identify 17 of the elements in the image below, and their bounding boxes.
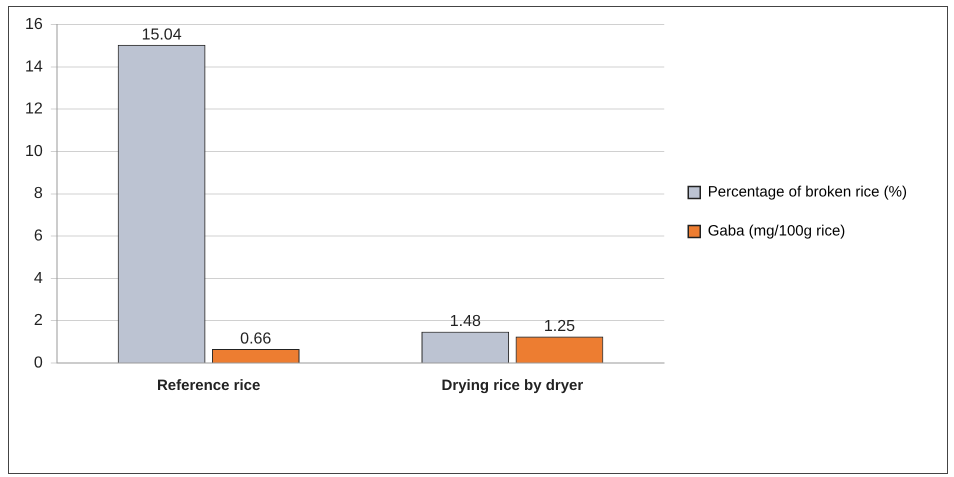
y-tick-label: 16 <box>25 16 43 34</box>
data-label: 15.04 <box>142 26 182 44</box>
y-tick-label: 8 <box>34 185 43 202</box>
y-tick-label: 6 <box>34 228 43 245</box>
y-tick-label: 14 <box>25 58 43 76</box>
data-label: 1.25 <box>544 318 576 335</box>
data-label: 1.48 <box>450 313 481 330</box>
data-label: 0.66 <box>240 330 272 348</box>
y-tick-label: 12 <box>25 100 43 118</box>
y-tick-label: 10 <box>25 142 43 160</box>
x-tick-label: Reference rice <box>156 377 260 394</box>
x-tick-label: Drying rice by dryer <box>442 377 584 394</box>
y-tick-label: 4 <box>34 270 43 287</box>
legend-label: Gaba (mg/100g rice) <box>708 222 846 240</box>
y-tick-label: 2 <box>34 312 43 330</box>
y-tick-label: 0 <box>34 354 43 372</box>
legend-label: Percentage of broken rice (%) <box>708 184 908 201</box>
